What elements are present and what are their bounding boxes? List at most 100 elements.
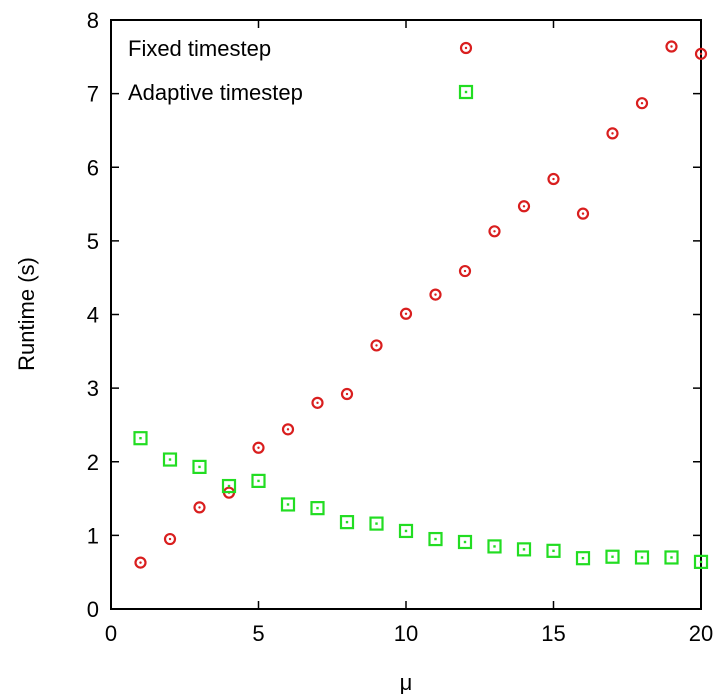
data-point-dot: [316, 506, 319, 510]
data-point: [370, 339, 383, 352]
data-point: [311, 396, 324, 409]
y-tick-label: 2: [87, 450, 99, 475]
data-point-dot: [316, 401, 319, 405]
y-tick-label: 5: [87, 229, 99, 254]
data-point: [252, 441, 265, 454]
data-point-dot: [404, 312, 408, 315]
y-tick-label: 6: [87, 155, 99, 180]
data-point: [606, 127, 619, 140]
data-point: [339, 515, 355, 530]
series-adaptive-timestep: [133, 431, 709, 569]
data-point-dot: [522, 548, 526, 551]
axis-ticks: 0 5 10 15 20 0 1 2 3 4 5 6 7 8: [87, 8, 713, 646]
y-axis-title: Runtime (s): [14, 257, 39, 371]
y-tick-label: 8: [87, 8, 99, 33]
data-point-dot: [286, 428, 290, 431]
data-point-dot: [198, 506, 201, 509]
data-point-dot: [375, 344, 378, 347]
data-point-dot: [434, 537, 437, 541]
data-point: [665, 40, 678, 53]
data-point-dot: [286, 503, 290, 506]
y-tick-label: 4: [87, 303, 99, 328]
data-point-dot: [611, 132, 614, 135]
data-point-dot: [227, 484, 231, 488]
data-point: [457, 534, 473, 550]
legend-marker: [459, 41, 473, 55]
data-point: [221, 478, 237, 494]
x-tick-label: 10: [394, 621, 418, 646]
data-point: [280, 497, 296, 512]
data-point-dot: [463, 269, 467, 273]
data-point-dot: [699, 52, 703, 56]
data-point-dot: [493, 230, 496, 233]
series-fixed-timestep: [134, 40, 708, 569]
y-tick-label: 7: [87, 82, 99, 107]
data-point-dot: [434, 293, 437, 296]
data-point: [488, 225, 501, 238]
data-point: [487, 539, 502, 554]
data-point: [163, 532, 177, 546]
legend-label: Adaptive timestep: [128, 80, 303, 105]
data-point: [429, 288, 442, 301]
data-point-dot: [345, 392, 349, 396]
data-point-dot: [699, 560, 703, 564]
data-point-dot: [552, 177, 555, 181]
data-point-dot: [640, 556, 644, 559]
data-point: [547, 172, 560, 186]
data-point: [310, 501, 325, 516]
data-point: [134, 556, 147, 569]
data-point-dot: [522, 205, 526, 208]
data-point-dot: [139, 561, 142, 564]
data-point-dot: [168, 537, 172, 541]
data-point-dot: [139, 436, 142, 440]
y-tick-label: 1: [87, 523, 99, 548]
data-point: [635, 97, 649, 110]
data-point: [193, 501, 206, 514]
data-point-dot: [198, 465, 201, 469]
data-points: [133, 40, 709, 569]
x-tick-label: 0: [105, 621, 117, 646]
data-point-dot: [581, 556, 585, 560]
data-point: [634, 550, 650, 565]
data-point: [162, 452, 178, 467]
x-axis-title: μ: [400, 670, 413, 695]
data-point-dot: [640, 101, 644, 105]
data-point: [576, 207, 590, 220]
data-point: [664, 550, 679, 565]
data-point-dot: [375, 522, 378, 525]
data-point-dot: [168, 458, 172, 461]
data-point-dot: [463, 540, 467, 544]
x-tick-label: 5: [252, 621, 264, 646]
data-point: [458, 264, 472, 278]
data-point: [516, 542, 532, 557]
y-tick-label: 0: [87, 597, 99, 622]
data-point: [694, 47, 708, 60]
data-point: [340, 387, 354, 401]
data-point-dot: [670, 556, 673, 559]
data-point: [133, 431, 148, 446]
data-point: [693, 554, 709, 569]
data-point-dot: [611, 555, 614, 558]
data-point-dot: [257, 479, 260, 483]
data-point-dot: [404, 529, 408, 533]
data-point: [605, 549, 620, 564]
data-point: [369, 516, 384, 531]
x-tick-label: 20: [689, 621, 713, 646]
data-point: [546, 543, 561, 558]
x-tick-label: 15: [541, 621, 565, 646]
data-point: [251, 473, 266, 488]
data-point: [399, 307, 413, 320]
legend-marker: [458, 84, 474, 100]
y-tick-label: 3: [87, 376, 99, 401]
data-point-dot: [257, 446, 260, 449]
legend-label: Fixed timestep: [128, 36, 271, 61]
data-point: [281, 423, 295, 436]
data-point-dot: [581, 212, 585, 215]
data-point: [517, 200, 531, 213]
data-point: [192, 459, 207, 475]
data-point-dot: [552, 549, 555, 553]
data-point: [575, 551, 591, 566]
data-point: [398, 523, 414, 539]
legend-marker-dot: [464, 90, 468, 94]
